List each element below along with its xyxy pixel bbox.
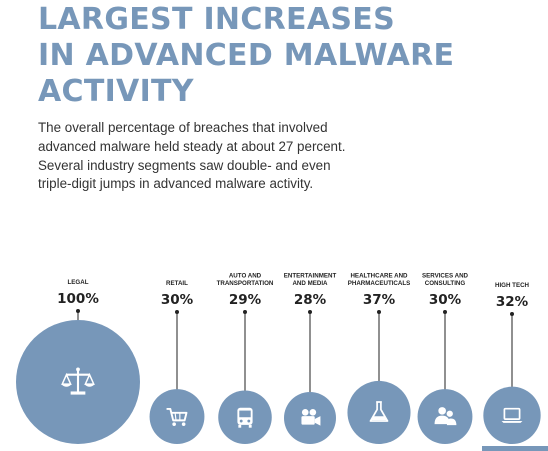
page-title: LARGEST INCREASES IN ADVANCED MALWARE AC… — [38, 2, 543, 110]
flask-icon — [369, 401, 389, 422]
shopping-cart-icon — [166, 408, 188, 426]
value-label: 32% — [496, 294, 529, 310]
value-label: 28% — [294, 292, 327, 308]
title-line-3: ACTIVITY — [38, 74, 194, 109]
title-line-1: LARGEST INCREASES — [38, 2, 395, 37]
category-label: RETAIL — [166, 280, 188, 287]
bubble — [149, 389, 205, 444]
laptop-icon — [501, 407, 523, 423]
category-label: AND MEDIA — [292, 280, 328, 287]
category-label: LEGAL — [68, 279, 89, 286]
bubble — [347, 380, 411, 444]
movie-camera-icon — [301, 408, 321, 426]
category-label: ENTERTAINMENT — [284, 273, 337, 280]
category-label: HIGH TECH — [495, 282, 530, 289]
value-label: 30% — [161, 292, 194, 308]
corner-accent-bar — [482, 446, 548, 451]
category-label: HEALTHCARE AND — [350, 273, 408, 280]
value-label: 29% — [229, 292, 262, 308]
scales-icon — [61, 367, 95, 395]
subtitle-line-3: Several industry segments saw double- an… — [38, 157, 331, 173]
category-label: PHARMACEUTICALS — [348, 280, 411, 287]
category-label: AUTO AND — [229, 273, 262, 280]
category-label: SERVICES AND — [422, 273, 469, 280]
bubble — [483, 386, 541, 444]
subtitle-line-4: triple-digit jumps in advanced malware a… — [38, 176, 314, 192]
people-icon — [434, 407, 457, 426]
title-line-2: IN ADVANCED MALWARE — [38, 38, 455, 73]
subtitle-line-2: advanced malware held steady at about 27… — [38, 138, 346, 154]
bus-icon — [237, 407, 253, 428]
subtitle-line-1: The overall percentage of breaches that … — [38, 120, 328, 135]
category-label: TRANSPORTATION — [217, 280, 274, 287]
value-label: 37% — [363, 292, 396, 308]
page-subtitle: The overall percentage of breaches that … — [38, 119, 538, 194]
value-label: 30% — [429, 292, 462, 308]
value-label: 100% — [57, 291, 99, 307]
category-label: CONSULTING — [425, 280, 466, 287]
